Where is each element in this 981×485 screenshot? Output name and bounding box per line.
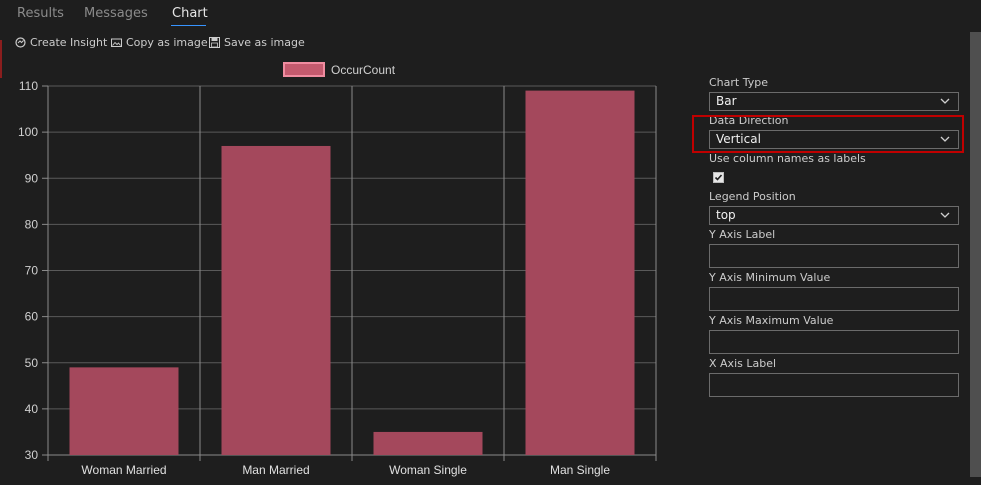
create-insight-label: Create Insight bbox=[30, 36, 108, 49]
data-direction-select[interactable]: Vertical bbox=[709, 130, 959, 149]
vertical-scrollbar-thumb[interactable] bbox=[970, 32, 981, 477]
insight-icon bbox=[15, 37, 26, 48]
active-tab-indicator bbox=[171, 25, 206, 26]
bar-woman-married bbox=[69, 367, 179, 455]
x-tick-label: Man Single bbox=[550, 463, 610, 477]
y-tick-label: 40 bbox=[25, 402, 39, 416]
y-axis-min-label: Y Axis Minimum Value bbox=[709, 271, 831, 284]
y-tick-label: 60 bbox=[25, 310, 39, 324]
x-axis-label-label: X Axis Label bbox=[709, 357, 777, 370]
bar-chart: OccurCount 30 40 50 60 70 80 90 100 110 Woman Ma… bbox=[18, 62, 657, 477]
chevron-down-icon bbox=[940, 136, 950, 142]
bar-woman-single bbox=[373, 431, 483, 455]
chart-type-label: Chart Type bbox=[709, 76, 768, 89]
chart-type-value: Bar bbox=[716, 94, 737, 108]
copy-as-image-button[interactable]: Copy as image bbox=[111, 36, 208, 49]
create-insight-button[interactable]: Create Insight bbox=[15, 36, 107, 49]
legend-position-value: top bbox=[716, 208, 736, 222]
chart-legend: OccurCount bbox=[283, 62, 396, 77]
tab-results[interactable]: Results bbox=[17, 6, 64, 21]
y-axis-max-input[interactable] bbox=[709, 330, 959, 354]
results-tab-bar: Results Messages Chart bbox=[0, 0, 981, 30]
save-image-icon bbox=[209, 37, 220, 48]
y-axis-label-input[interactable] bbox=[709, 244, 959, 268]
legend-position-label: Legend Position bbox=[709, 190, 796, 203]
use-column-names-label: Use column names as labels bbox=[709, 152, 866, 165]
x-tick-label: Woman Married bbox=[81, 463, 166, 477]
chart-type-select[interactable]: Bar bbox=[709, 92, 959, 111]
y-axis-ticks: 30 40 50 60 70 80 90 100 110 bbox=[18, 79, 48, 462]
chevron-down-icon bbox=[940, 212, 950, 218]
copy-as-image-label: Copy as image bbox=[126, 36, 208, 49]
y-tick-label: 110 bbox=[19, 79, 38, 93]
chevron-down-icon bbox=[940, 98, 950, 104]
y-axis-max-label: Y Axis Maximum Value bbox=[709, 314, 834, 327]
tab-messages[interactable]: Messages bbox=[84, 6, 148, 21]
save-as-image-button[interactable]: Save as image bbox=[209, 36, 305, 49]
tab-chart[interactable]: Chart bbox=[172, 6, 208, 21]
y-axis-min-input[interactable] bbox=[709, 287, 959, 311]
use-column-names-checkbox[interactable] bbox=[713, 172, 724, 183]
checkmark-icon bbox=[714, 174, 723, 181]
chart-bars bbox=[69, 90, 635, 456]
save-as-image-label: Save as image bbox=[224, 36, 305, 49]
y-tick-label: 80 bbox=[25, 217, 39, 231]
legend-position-select[interactable]: top bbox=[709, 206, 959, 225]
data-direction-value: Vertical bbox=[716, 132, 761, 146]
y-tick-label: 30 bbox=[25, 448, 39, 462]
y-tick-label: 70 bbox=[25, 264, 39, 278]
bar-man-single bbox=[525, 90, 635, 456]
x-tick-label: Man Married bbox=[242, 463, 309, 477]
bar-man-married bbox=[221, 145, 331, 455]
x-axis-ticks: Woman Married Man Married Woman Single Man … bbox=[81, 463, 610, 477]
y-tick-label: 50 bbox=[25, 356, 39, 370]
legend-swatch-occurcount bbox=[283, 62, 325, 77]
data-direction-label: Data Direction bbox=[709, 114, 789, 127]
x-axis-label-input[interactable] bbox=[709, 373, 959, 397]
copy-image-icon bbox=[111, 38, 122, 47]
y-axis-label-label: Y Axis Label bbox=[709, 228, 776, 241]
y-tick-label: 100 bbox=[18, 125, 38, 139]
x-tick-label: Woman Single bbox=[389, 463, 467, 477]
y-tick-label: 90 bbox=[25, 171, 39, 185]
left-accent-bar bbox=[0, 40, 2, 78]
legend-label-occurcount: OccurCount bbox=[331, 63, 396, 77]
